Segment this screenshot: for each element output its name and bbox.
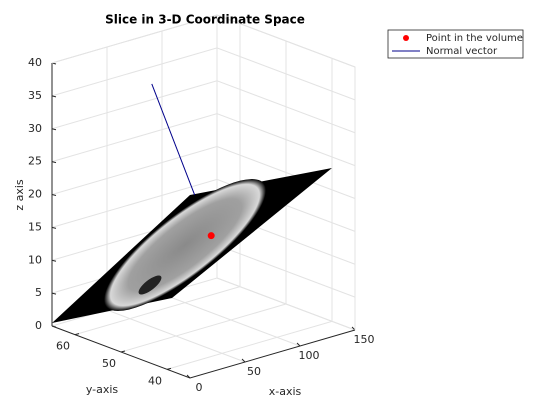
y-grid-line — [74, 23, 241, 336]
z-tick — [51, 259, 57, 262]
z-grid-line — [51, 113, 356, 167]
legend-label: Point in the volume — [426, 33, 523, 44]
slice-tissue — [104, 179, 266, 311]
z-tick — [51, 95, 57, 98]
legend-swatch — [403, 35, 409, 41]
y-axis-label: y-axis — [86, 383, 119, 396]
z-tick-label: 35 — [28, 89, 42, 102]
legend: Point in the volume Normal vector — [387, 29, 524, 59]
x-tick-label: 100 — [299, 349, 320, 362]
legend-label: Normal vector — [426, 46, 498, 57]
y-grid-line — [166, 58, 333, 370]
z-grid-line — [51, 80, 356, 134]
x-tick-label: 150 — [354, 333, 375, 346]
x-tick-label: 0 — [196, 381, 203, 394]
z-tick-label: 10 — [28, 253, 42, 266]
z-tick — [51, 161, 57, 164]
z-tick — [51, 128, 57, 131]
x-tick — [296, 342, 301, 347]
y-grid-line — [120, 41, 287, 353]
y-tick-label: 60 — [56, 340, 70, 353]
grid — [51, 14, 356, 379]
z-tick — [51, 292, 57, 295]
z-grid-line — [51, 47, 356, 101]
z-tick — [51, 194, 57, 196]
x-tick — [241, 358, 246, 363]
z-tick-label: 40 — [28, 56, 42, 69]
z-tick-label: 5 — [35, 286, 42, 299]
x-tick-label: 50 — [247, 365, 261, 378]
floor-axes — [51, 325, 356, 379]
z-axis-label: z axis — [13, 179, 26, 211]
z-tick-label: 0 — [35, 319, 42, 332]
z-tick — [51, 226, 57, 229]
y-tick-label: 40 — [148, 374, 162, 387]
x-axis-label: x-axis — [269, 385, 302, 398]
slice-image — [52, 168, 332, 323]
z-tick-label: 30 — [28, 122, 42, 135]
box-edge — [51, 14, 356, 330]
slice-dark-region — [138, 275, 162, 295]
legend-box — [387, 29, 524, 59]
z-tick-label: 20 — [28, 188, 42, 201]
y-tick-label: 50 — [102, 357, 116, 370]
point-marker — [207, 232, 215, 240]
chart-title: Slice in 3-D Coordinate Space — [105, 13, 305, 27]
z-tick-label: 15 — [28, 220, 42, 233]
normal-vector — [151, 83, 196, 196]
data-layer — [151, 83, 215, 240]
x-grid-line — [216, 15, 356, 331]
z-tick-label: 25 — [28, 155, 42, 168]
